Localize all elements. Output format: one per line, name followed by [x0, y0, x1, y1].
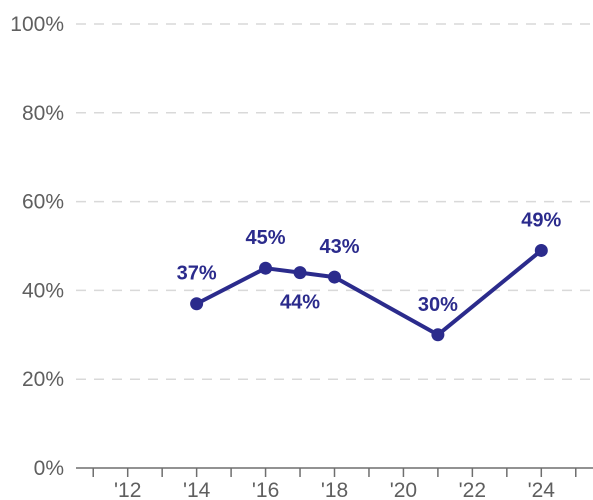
series-line [194, 248, 544, 337]
label-layer: 37% 45% 44% 43% 30% 49% [177, 209, 562, 315]
data-label: 45% [246, 227, 286, 249]
x-tick-label: '14 [183, 479, 211, 500]
y-tick-label: 20% [22, 368, 64, 391]
y-tick-label: 40% [22, 279, 64, 302]
data-label: 43% [319, 236, 359, 258]
x-tick-label: '12 [114, 479, 141, 500]
data-label: 30% [418, 294, 458, 316]
series-layer [190, 243, 548, 342]
x-tick-label: '16 [252, 479, 279, 500]
data-label: 44% [280, 292, 320, 314]
y-tick-label: 80% [22, 102, 64, 125]
data-point [190, 297, 204, 311]
data-point [534, 243, 548, 257]
x-tick-label: '20 [390, 479, 417, 500]
grid-layer [76, 23, 593, 380]
y-tick-label: 100% [10, 13, 64, 36]
data-point [328, 270, 341, 284]
y-tick-label: 0% [34, 457, 64, 480]
data-label: 37% [177, 263, 217, 285]
x-tick-label: '18 [321, 479, 348, 500]
axis-layer: 0% 20% 40% 60% 80% 100% '12 '14 '16 '18 '20 '22 '24 [10, 13, 593, 500]
data-label: 49% [521, 209, 561, 231]
x-tick-label: '22 [459, 479, 486, 500]
data-point [431, 328, 445, 342]
data-point [293, 266, 307, 280]
data-point [259, 261, 273, 275]
x-tick-label: '24 [528, 479, 556, 500]
y-tick-label: 60% [22, 191, 64, 214]
